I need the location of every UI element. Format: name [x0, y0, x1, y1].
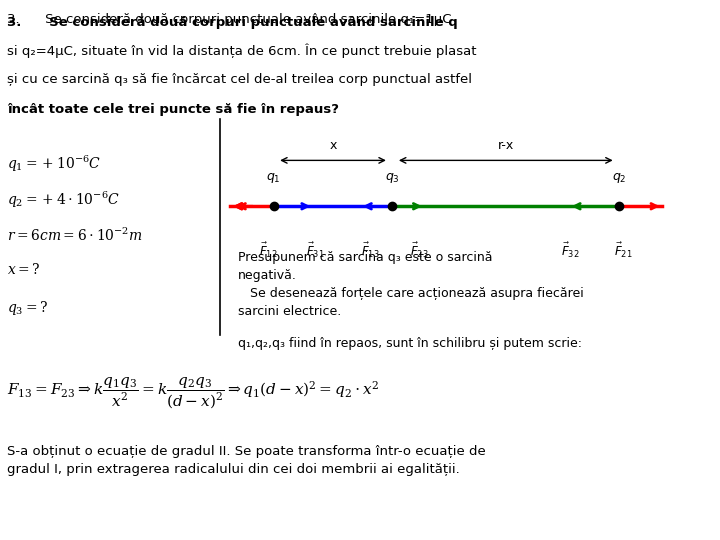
- Text: $\vec{F}_{21}$: $\vec{F}_{21}$: [613, 241, 632, 260]
- Text: $F_{13} = F_{23}  \Rightarrow k\dfrac{q_1 q_3}{x^2} = k\dfrac{q_2 q_3}{(d-x)^2} : $F_{13} = F_{23} \Rightarrow k\dfrac{q_1…: [7, 375, 380, 410]
- Text: $q_1 = +10^{-6}C$: $q_1 = +10^{-6}C$: [7, 154, 102, 174]
- Text: $x = ?$: $x = ?$: [7, 262, 41, 278]
- Text: $q_2$: $q_2$: [612, 171, 626, 185]
- Text: S-a obținut o ecuație de gradul II. Se poate transforma într-o ecuație de
gradul: S-a obținut o ecuație de gradul II. Se p…: [7, 446, 486, 476]
- Text: $\vec{F}_{12}$: $\vec{F}_{12}$: [258, 241, 277, 260]
- Text: 3.      Se consideră două corpuri punctuale având sarcinile q₁=1μC: 3. Se consideră două corpuri punctuale a…: [7, 14, 451, 26]
- Text: si q₂=4μC, situate în vid la distanța de 6cm. În ce punct trebuie plasat: si q₂=4μC, situate în vid la distanța de…: [7, 43, 477, 58]
- Text: $q_1$: $q_1$: [266, 171, 281, 185]
- Text: $r = 6cm = 6 \cdot 10^{-2}m$: $r = 6cm = 6 \cdot 10^{-2}m$: [7, 226, 143, 244]
- Text: și cu ce sarcină q₃ să fie încărcat cel de-al treilea corp punctual astfel: și cu ce sarcină q₃ să fie încărcat cel …: [7, 73, 472, 86]
- Text: q₁,q₂,q₃ fiind în repaos, sunt în schilibru și putem scrie:: q₁,q₂,q₃ fiind în repaos, sunt în schili…: [238, 338, 582, 350]
- Text: $q_3 = ?$: $q_3 = ?$: [7, 299, 48, 316]
- Text: $q_3$: $q_3$: [385, 171, 400, 185]
- Text: $\vec{F}_{31}$: $\vec{F}_{31}$: [306, 241, 325, 260]
- Text: $\vec{F}_{23}$: $\vec{F}_{23}$: [410, 241, 429, 260]
- Text: x: x: [329, 139, 337, 152]
- Text: 3.      Se consideră două corpuri punctuale având sarcinile q: 3. Se consideră două corpuri punctuale a…: [7, 16, 458, 29]
- Text: $\vec{F}_{32}$: $\vec{F}_{32}$: [561, 241, 580, 260]
- Text: Presupunem că sarcina q₃ este o sarcină
negativă.
   Se desenează forțele care a: Presupunem că sarcina q₃ este o sarcină …: [238, 251, 583, 318]
- Text: încât toate cele trei puncte să fie în repaus?: încât toate cele trei puncte să fie în r…: [7, 103, 339, 116]
- Text: $\vec{F}_{13}$: $\vec{F}_{13}$: [361, 241, 380, 260]
- Text: r-x: r-x: [498, 139, 514, 152]
- Text: $q_2 = +4 \cdot 10^{-6}C$: $q_2 = +4 \cdot 10^{-6}C$: [7, 190, 120, 211]
